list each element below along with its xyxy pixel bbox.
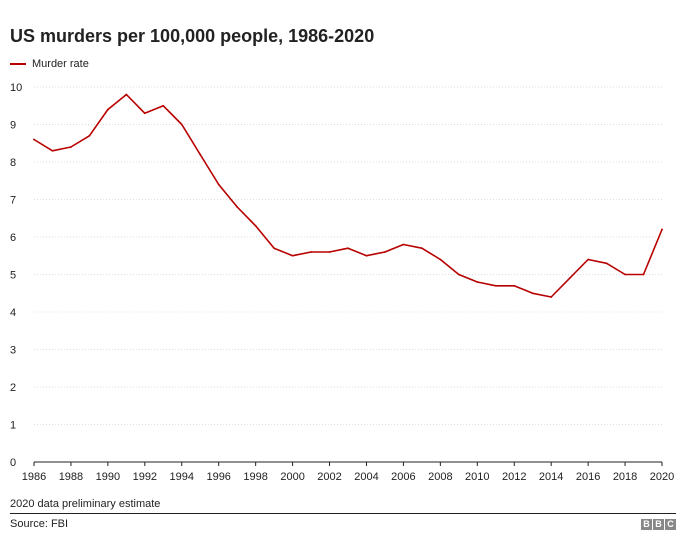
data-point-2013 bbox=[531, 292, 534, 295]
y-tick-label-0: 0 bbox=[10, 457, 16, 469]
data-point-1996 bbox=[217, 183, 220, 186]
data-point-2003 bbox=[347, 247, 349, 250]
data-point-2000 bbox=[291, 254, 294, 257]
bbc-logo-letter-1: B bbox=[641, 519, 652, 530]
y-tick-label-1: 1 bbox=[10, 420, 16, 432]
data-point-1989 bbox=[88, 134, 91, 137]
data-point-2007 bbox=[420, 247, 423, 250]
data-point-1991 bbox=[125, 93, 128, 96]
data-point-2014 bbox=[550, 296, 553, 298]
data-point-1998 bbox=[254, 224, 257, 227]
data-point-2002 bbox=[328, 251, 331, 253]
x-tick-label-1996: 1996 bbox=[206, 471, 230, 483]
series-line-0 bbox=[33, 93, 663, 298]
legend-label: Murder rate bbox=[32, 58, 89, 70]
data-point-2016 bbox=[587, 258, 590, 261]
y-tick-label-5: 5 bbox=[10, 270, 16, 282]
data-point-2009 bbox=[457, 273, 460, 276]
y-tick-label-7: 7 bbox=[10, 195, 16, 207]
x-tick-label-2004: 2004 bbox=[354, 471, 378, 483]
footer-divider bbox=[10, 513, 676, 514]
y-tick-label-3: 3 bbox=[10, 345, 16, 357]
data-point-1992 bbox=[143, 112, 146, 115]
x-tick-label-1994: 1994 bbox=[170, 471, 194, 483]
data-point-2017 bbox=[605, 262, 608, 265]
data-point-1997 bbox=[236, 206, 239, 208]
bbc-logo-letter-3: C bbox=[665, 519, 676, 530]
x-tick-label-2018: 2018 bbox=[613, 471, 637, 483]
y-tick-label-9: 9 bbox=[10, 120, 16, 132]
data-point-2010 bbox=[476, 281, 479, 283]
y-tick-label-6: 6 bbox=[10, 232, 16, 244]
x-tick-label-2014: 2014 bbox=[539, 471, 563, 483]
data-point-2015 bbox=[568, 277, 571, 280]
x-tick-label-1988: 1988 bbox=[59, 471, 83, 483]
data-point-2011 bbox=[494, 284, 497, 287]
y-tick-label-4: 4 bbox=[10, 307, 16, 319]
data-point-2008 bbox=[439, 258, 442, 261]
data-point-2004 bbox=[365, 254, 368, 257]
y-tick-label-8: 8 bbox=[10, 157, 16, 169]
x-tick-label-2020: 2020 bbox=[650, 471, 674, 483]
x-tick-label-1990: 1990 bbox=[96, 471, 120, 483]
bbc-logo: B B C bbox=[641, 519, 676, 530]
data-point-1999 bbox=[273, 247, 276, 250]
data-point-2012 bbox=[513, 284, 516, 287]
data-point-1990 bbox=[106, 108, 109, 111]
x-tick-label-2006: 2006 bbox=[391, 471, 415, 483]
data-point-2006 bbox=[402, 243, 405, 246]
x-tick-label-1998: 1998 bbox=[243, 471, 267, 483]
x-tick-label-2008: 2008 bbox=[428, 471, 452, 483]
data-point-2019 bbox=[642, 273, 645, 276]
x-tick-label-2000: 2000 bbox=[280, 471, 304, 483]
y-tick-label-2: 2 bbox=[10, 382, 16, 394]
data-point-1988 bbox=[70, 146, 72, 148]
legend-swatch bbox=[10, 63, 26, 65]
data-point-2005 bbox=[384, 251, 386, 253]
x-tick-label-1992: 1992 bbox=[133, 471, 157, 483]
source-text: Source: FBI bbox=[10, 518, 69, 530]
x-tick-label-2010: 2010 bbox=[465, 471, 489, 483]
bbc-logo-letter-2: B bbox=[653, 519, 664, 530]
data-point-1986 bbox=[33, 138, 35, 141]
x-tick-label-2002: 2002 bbox=[317, 471, 341, 483]
data-point-1995 bbox=[199, 153, 202, 156]
data-point-1994 bbox=[180, 123, 183, 126]
chart-title: US murders per 100,000 people, 1986-2020 bbox=[10, 26, 375, 46]
data-point-2020 bbox=[661, 228, 663, 231]
data-point-2001 bbox=[310, 251, 312, 253]
x-tick-label-2012: 2012 bbox=[502, 471, 526, 483]
y-tick-label-10: 10 bbox=[10, 82, 22, 94]
x-tick-label-2016: 2016 bbox=[576, 471, 600, 483]
footnote: 2020 data preliminary estimate bbox=[10, 498, 161, 510]
data-point-1987 bbox=[51, 149, 54, 152]
x-tick-label-1986: 1986 bbox=[22, 471, 46, 483]
data-point-1993 bbox=[162, 104, 165, 107]
legend: Murder rate bbox=[10, 58, 89, 70]
data-point-2018 bbox=[624, 273, 626, 276]
